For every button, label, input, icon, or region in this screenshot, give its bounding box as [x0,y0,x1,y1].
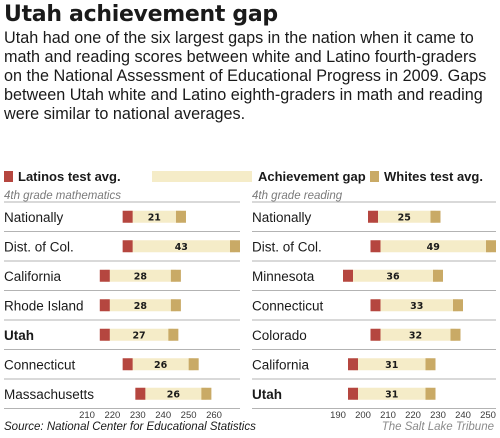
panel-2-x-tick: 230 [430,410,446,421]
panel-1-x-tick: 260 [206,410,222,421]
panel-2-white-marker [453,299,463,312]
panel-2-row-label: California [252,357,310,372]
panel-1-latino-marker [122,240,133,253]
panel-2-latino-marker [343,269,353,282]
panel-1-x-tick: 220 [104,410,120,421]
credit-note: The Salt Lake Tribune [381,421,494,433]
panel-1-x-tick: 250 [181,410,197,421]
panel-1-row-label: Massachusetts [4,387,94,402]
panel-2-title: 4th grade reading [252,190,343,202]
panel-1-row-label: Dist. of Col. [4,239,74,254]
panel-2-gap-value: 25 [398,212,411,223]
chart-title: Utah achievement gap [4,2,278,27]
legend-whites-label: Whites test avg. [384,169,483,184]
panel-1-latino-marker [99,299,110,312]
panel-1-gap-bar [104,269,176,282]
panel-2-x-tick: 250 [480,410,496,421]
panel-2-latino-marker [370,299,381,312]
panel-2-white-marker [425,358,436,371]
panel-1-white-marker [175,210,186,223]
panel-2-gap-bar [375,299,458,312]
panel-1-latino-marker [122,210,133,223]
source-note: Source: National Center for Educational … [4,421,256,433]
legend-latinos-label: Latinos test avg. [18,169,121,184]
panel-2-gap-bar [348,269,438,282]
panel-1-row-label: Nationally [4,210,64,225]
panel-2-row-label: Dist. of Col. [252,239,322,254]
legend-whites: Whites test avg. [370,169,500,186]
panel-2-gap-bar [353,358,431,371]
panel-1-gap-value: 27 [132,330,145,341]
panel-1-row-label: Utah [4,328,34,343]
panel-1-x-tick: 230 [130,410,146,421]
panel-2-gap-value: 49 [427,242,440,253]
panel-1-gap-value: 28 [134,301,148,312]
panel-1-latino-marker [99,269,110,282]
panel-2-gap-value: 32 [409,330,422,341]
legend-gap-label: Achievement gap [258,169,366,184]
panel-2-row-label: Colorado [252,328,307,343]
panel-1-gap-value: 26 [154,360,168,371]
panel-2-white-marker [486,240,496,253]
panel-1-white-marker [170,269,181,282]
panel-1-gap-value: 43 [175,242,188,253]
panel-2-gap-value: 31 [385,360,398,371]
panel-2-gap-value: 31 [385,389,398,400]
panel-1-gap-bar [127,358,194,371]
legend-gap: Achievement gap [152,169,392,186]
panel-2-gap-value: 33 [410,301,423,312]
panel-2-gap-bar [375,240,491,253]
panel-1-gap-bar [104,299,176,312]
panel-1-white-marker [170,299,181,312]
panel-1-gap-bar [104,328,174,341]
panel-1-white-marker [168,328,179,341]
panel-1-latino-marker [122,358,133,371]
panel-1-white-marker [201,387,212,400]
panel-1-row-label: Connecticut [4,357,76,372]
panel-1-gap-value: 28 [134,271,148,282]
panel-2-latino-marker [368,210,378,223]
panel-2-gap-value: 36 [386,271,400,282]
panel-2-x-tick: 240 [455,410,471,421]
panel-2-row-label: Connecticut [252,298,324,313]
legend-latinos-swatch [4,171,13,182]
panel-2-white-marker [425,387,436,400]
panel-1-row-label: Rhode Island [4,298,84,313]
panel-1-white-marker [188,358,199,371]
panel-1-gap-value: 26 [167,389,181,400]
chart-subtitle: Utah had one of the six largest gaps in … [4,29,487,123]
legend-gap-swatch [152,171,252,182]
panel-2-x-tick: 190 [330,410,346,421]
panel-1-x-tick: 240 [155,410,171,421]
panel-2-x-tick: 220 [405,410,421,421]
panel-2-row-label: Utah [252,387,282,402]
panel-2-row-label: Minnesota [252,269,315,284]
panel-1-x-tick: 210 [79,410,95,421]
panel-2-x-tick: 210 [380,410,396,421]
legend-whites-swatch [370,171,379,182]
panel-2-white-marker [433,269,443,282]
panel-1-latino-marker [99,328,110,341]
panel-1-latino-marker [135,387,146,400]
panel-1-title: 4th grade mathematics [4,190,121,202]
panel-2-x-tick: 200 [355,410,371,421]
panel-2-latino-marker [370,240,381,253]
panel-2-row-label: Nationally [252,210,312,225]
panel-2-white-marker [430,210,441,223]
panel-2-gap-bar [353,387,431,400]
panel-1-gap-bar [127,210,181,223]
panel-2-gap-bar [373,210,436,223]
panel-2-white-marker [450,328,461,341]
panel-1-gap-bar [140,387,207,400]
panel-1-white-marker [230,240,240,253]
legend-latinos: Latinos test avg. [4,169,154,186]
panel-1-gap-value: 21 [148,212,161,223]
panel-1-row-label: California [4,269,62,284]
panel-1-gap-bar [127,240,235,253]
panel-2-latino-marker [348,358,358,371]
panel-2-gap-bar [375,328,456,341]
panel-2-latino-marker [370,328,381,341]
panel-2-latino-marker [348,387,358,400]
